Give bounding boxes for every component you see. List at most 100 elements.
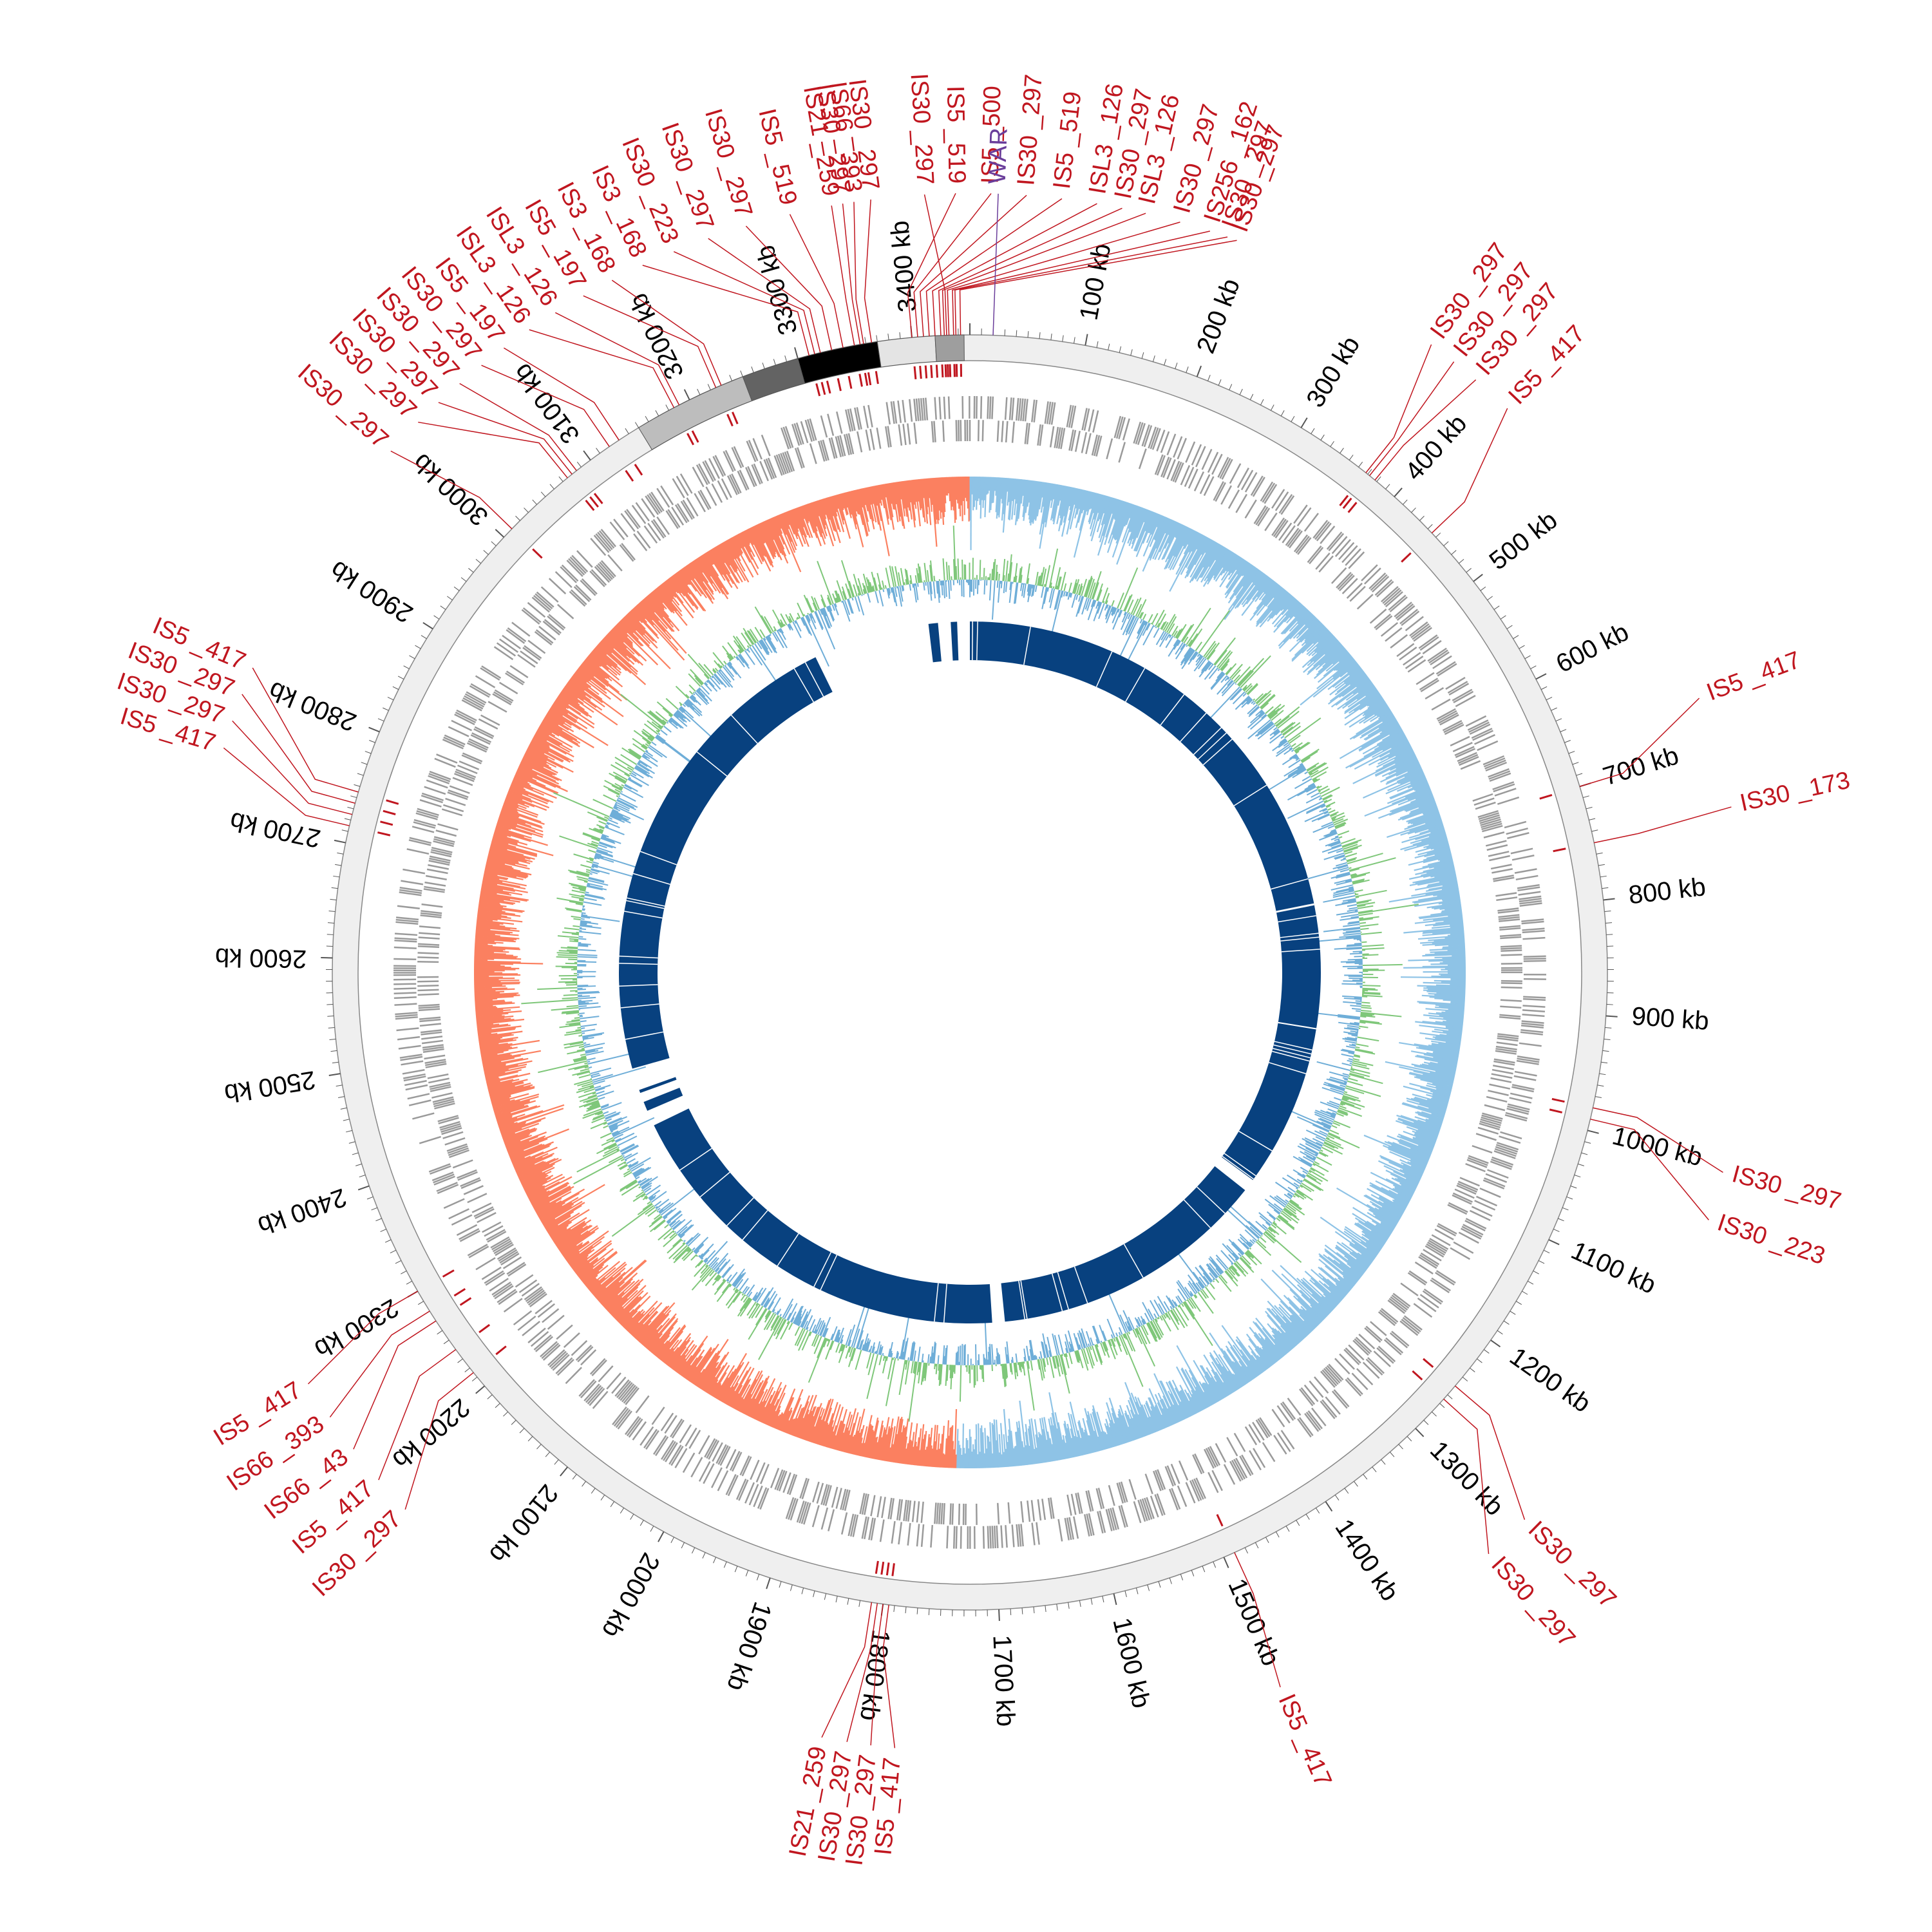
- is-mark: [687, 433, 695, 446]
- is-mark: [944, 364, 947, 377]
- tick-label: 2600 kb: [214, 943, 307, 973]
- is-mark: [634, 464, 643, 476]
- is-label-leader: [404, 1372, 474, 1510]
- tick-label: 1900 kb: [721, 1598, 777, 1694]
- is-mark: [459, 1297, 472, 1306]
- is-label-leader: [353, 1320, 437, 1450]
- is-label-leader: [673, 251, 815, 354]
- is-mark: [593, 493, 603, 504]
- is-mark: [532, 548, 543, 559]
- is-label-leader: [252, 667, 359, 793]
- is-label-leader: [1590, 1119, 1709, 1220]
- tick-label: 2200 kb: [387, 1393, 475, 1474]
- is-label-leader: [232, 720, 353, 815]
- is-label-leader: [864, 199, 873, 343]
- is-label-leader: [1368, 361, 1455, 477]
- is-mark: [875, 1560, 879, 1574]
- is-label-leader: [223, 747, 350, 826]
- tick-label: 2000 kb: [596, 1548, 665, 1642]
- contig-block: [934, 334, 965, 362]
- tick-label: 200 kb: [1191, 275, 1245, 357]
- is-mark: [935, 365, 938, 378]
- is-label-leader: [821, 1602, 873, 1738]
- tick-label: 1700 kb: [987, 1634, 1019, 1727]
- is-label-leader: [959, 240, 1237, 336]
- tick-label: 800 kb: [1627, 873, 1707, 909]
- is-label-leader: [1594, 806, 1732, 844]
- is-label-leader: [745, 225, 833, 350]
- is-mark: [880, 1561, 885, 1575]
- is-mark: [495, 1345, 507, 1356]
- is-label-leader: [913, 193, 992, 337]
- is-mark: [589, 496, 599, 508]
- is-label-leader: [1593, 1107, 1723, 1173]
- contig-block: [742, 358, 806, 401]
- is-label: IS30 _297: [1012, 73, 1047, 187]
- is-mark: [383, 810, 396, 815]
- is-label-leader: [390, 450, 513, 529]
- is-mark: [924, 365, 928, 379]
- tick-label: 1200 kb: [1504, 1342, 1596, 1418]
- special-label: WAR: [984, 128, 1013, 185]
- is-label-leader: [942, 213, 1146, 336]
- is-mark: [913, 366, 917, 379]
- is-label-leader: [923, 194, 947, 336]
- is-label-leader: [1579, 697, 1700, 787]
- is-mark: [1423, 1358, 1434, 1368]
- is-label-leader: [242, 694, 355, 804]
- tick-label: 400 kb: [1399, 410, 1472, 486]
- is-label: IS30 _297: [905, 73, 939, 185]
- is-label-leader: [583, 295, 717, 388]
- is-label: IS30 _223: [1714, 1209, 1829, 1270]
- is-mark: [1549, 1108, 1562, 1113]
- is-mark: [726, 413, 734, 427]
- tick-label: 1500 kb: [1222, 1575, 1285, 1670]
- is-mark: [864, 372, 869, 386]
- is-mark: [1339, 495, 1349, 507]
- tick-label: 300 kb: [1301, 332, 1365, 412]
- feature-rings: [332, 334, 1608, 1611]
- is-mark: [478, 1323, 491, 1334]
- is-mark: [949, 364, 952, 377]
- is-label-leader: [831, 205, 855, 346]
- is-label-leader: [842, 204, 861, 345]
- is-label-leader: [938, 207, 1122, 336]
- is-mark: [919, 366, 922, 379]
- is-label-leader: [418, 421, 568, 478]
- is-mark: [930, 365, 933, 378]
- is-label-leader: [846, 1603, 878, 1743]
- tick-marks: [321, 323, 1618, 1622]
- is-mark: [691, 430, 699, 443]
- is-label-leader: [1365, 344, 1432, 473]
- is-mark: [820, 382, 826, 395]
- is-label-leader: [503, 347, 620, 440]
- tick-label: 2100 kb: [484, 1479, 564, 1568]
- tick-label: 1300 kb: [1425, 1435, 1509, 1521]
- is-label-leader: [947, 222, 1180, 336]
- gc-skew-ring: [473, 476, 1466, 1469]
- is-label: IS5 _519: [942, 86, 971, 184]
- is-label-leader: [1234, 1552, 1281, 1688]
- is-label: IS30 _297: [1729, 1160, 1844, 1215]
- backbone-inner-edge: [357, 360, 1582, 1585]
- tick-label: 1000 kb: [1609, 1122, 1705, 1172]
- backbone-ring: [332, 335, 1607, 1610]
- is-label-leader: [954, 236, 1228, 336]
- is-mark: [380, 820, 393, 826]
- is-label-leader: [920, 194, 1027, 337]
- is-mark: [837, 378, 842, 392]
- is-mark: [947, 364, 949, 377]
- is-label-leader: [870, 1604, 884, 1746]
- contig-block: [638, 376, 753, 450]
- tick-label: 700 kb: [1600, 741, 1682, 791]
- tick-label: 2800 kb: [265, 676, 360, 736]
- is-mark: [815, 383, 821, 397]
- tick-label: 2700 kb: [227, 806, 323, 853]
- is-mark: [1401, 552, 1412, 563]
- is-mark: [1539, 793, 1553, 800]
- is-label: IS30 _173: [1738, 767, 1852, 817]
- tick-label: 2900 kb: [325, 555, 418, 629]
- is-mark: [625, 469, 634, 482]
